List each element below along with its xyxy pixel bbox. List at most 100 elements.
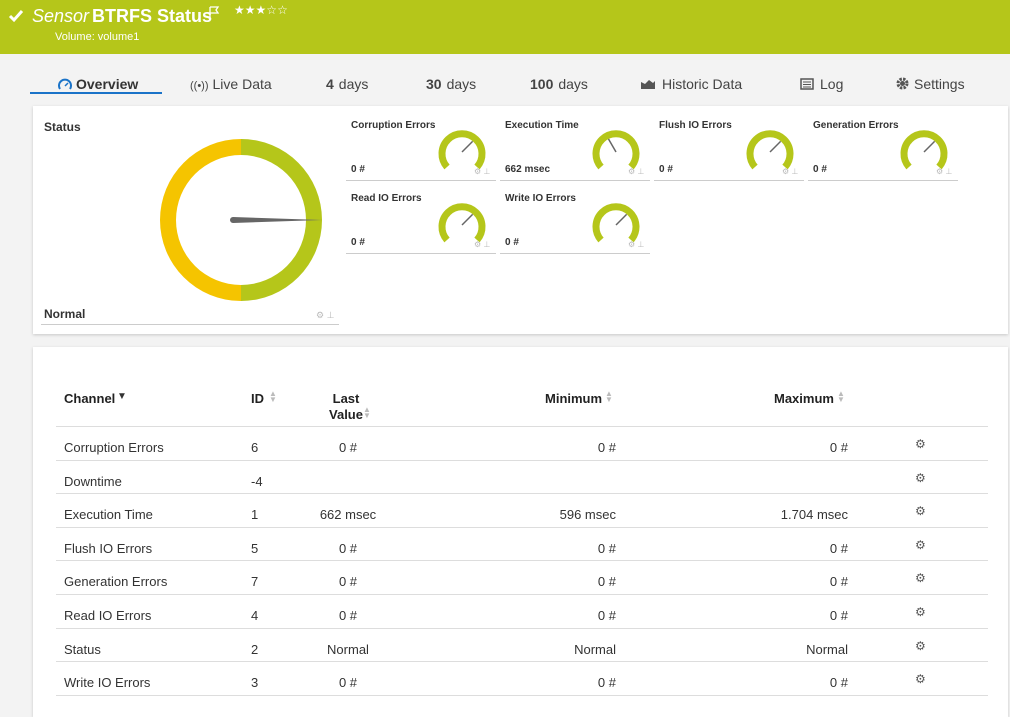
table-cell: Normal: [806, 641, 848, 657]
priority-star: ★: [244, 3, 256, 17]
tab[interactable]: Settings: [896, 76, 965, 92]
flag-icon[interactable]: [208, 6, 220, 18]
tab[interactable]: Log: [800, 76, 843, 92]
tab-number: 30: [426, 76, 442, 92]
channel-settings-icon[interactable]: ⚙: [915, 638, 926, 653]
gauge-tools: ⚙ ⊥: [628, 240, 645, 249]
active-tab-underline: [30, 92, 162, 94]
tab-label: days: [338, 76, 369, 92]
gauge-card: Read IO Errors 0 # ⚙ ⊥: [346, 191, 496, 254]
tab[interactable]: ((•)) Live Data: [190, 76, 272, 92]
gauge-tools: ⚙ ⊥: [782, 167, 799, 176]
channel-settings-icon[interactable]: ⚙: [915, 571, 926, 586]
gauge-dial: [592, 128, 640, 176]
tab-number: 100: [530, 76, 554, 92]
channel-settings-icon[interactable]: ⚙: [915, 672, 926, 687]
table-cell: 3: [251, 675, 259, 691]
priority-star: ★: [234, 3, 245, 17]
tab-label: Overview: [76, 76, 139, 92]
table-cell: -4: [251, 473, 263, 489]
row-separator: [56, 426, 988, 427]
row-separator: [56, 459, 988, 461]
gauge-name: Corruption Errors: [351, 120, 436, 131]
tab[interactable]: Historic Data: [640, 76, 742, 92]
table-cell: Normal: [574, 641, 616, 657]
table-cell: 0 #: [338, 440, 358, 455]
gauge-value: 0 #: [813, 164, 827, 175]
table-cell: 1: [251, 507, 259, 523]
column-header: Last Value: [329, 391, 363, 422]
table-cell: 662 msec: [319, 507, 377, 523]
column-header: Maximum: [774, 391, 834, 406]
gauge-dial: [438, 128, 486, 176]
table-cell: 0 #: [597, 440, 616, 455]
row-separator: [56, 594, 988, 595]
gauge-card: Flush IO Errors 0 # ⚙ ⊥: [654, 118, 804, 181]
tab-label: Log: [820, 76, 844, 92]
tab-number: 4: [326, 76, 334, 92]
sort-icon: ▼: [117, 391, 127, 402]
gauge-value: 662 msec: [505, 164, 551, 175]
tab[interactable]: 100 days: [530, 76, 588, 92]
table-cell: 0 #: [597, 675, 616, 691]
tab-label: Settings: [914, 76, 965, 92]
channel-settings-icon[interactable]: ⚙: [915, 437, 926, 451]
tab-label: Historic Data: [662, 76, 743, 92]
gauge-name: Execution Time: [505, 120, 579, 131]
table-cell: 6: [251, 440, 259, 455]
gauge-dial: [592, 201, 640, 249]
row-separator: [56, 694, 988, 696]
gauge-name: Flush IO Errors: [659, 120, 732, 131]
table-cell: 2: [251, 641, 259, 657]
gauge-value: 0 #: [505, 237, 519, 248]
row-separator: [56, 493, 988, 495]
row-separator: [56, 560, 988, 562]
sort-icon: ▲ ▼: [269, 389, 277, 404]
table-cell: 7: [251, 574, 259, 590]
gauge-tools: ⚙ ⊥: [474, 240, 491, 249]
gauge-card: Generation Errors 0 # ⚙ ⊥: [808, 118, 958, 181]
tab[interactable]: 30 days: [426, 76, 476, 92]
priority-star: ★: [255, 3, 267, 17]
table-cell: 1.704 msec: [780, 507, 848, 523]
sensor-label: Sensor: [32, 6, 90, 26]
table-cell: 0 #: [597, 540, 616, 556]
tab-label: days: [558, 76, 588, 92]
priority-stars[interactable]: ★★★☆☆: [234, 3, 288, 17]
table-cell: 0 #: [338, 675, 358, 691]
table-cell: Generation Errors: [64, 574, 168, 590]
gauge-dial: [746, 128, 794, 176]
channel-settings-icon[interactable]: ⚙: [915, 605, 926, 619]
gauge-dial: [438, 201, 486, 249]
channel-settings-icon[interactable]: ⚙: [915, 470, 926, 485]
overview-panel: Status Normal ⚙ ⊥ Corruption Errors 0 # ⚙ …: [33, 106, 1008, 334]
row-separator: [56, 526, 988, 528]
tab[interactable]: 4 days: [326, 76, 368, 92]
sensor-subtitle: Volume: volume1: [55, 31, 140, 43]
table-cell: Flush IO Errors: [64, 540, 153, 556]
table-cell: Normal: [327, 641, 369, 657]
gauge-card: Corruption Errors 0 # ⚙ ⊥: [346, 118, 496, 181]
table-cell: 0 #: [338, 540, 358, 556]
table-cell: Write IO Errors: [64, 675, 151, 691]
gauge-tools: ⚙ ⊥: [474, 167, 491, 176]
sort-icon: ▲ ▼: [605, 389, 613, 404]
row-separator: [56, 627, 988, 629]
tab[interactable]: Overview: [58, 76, 138, 92]
status-value: Normal: [44, 307, 86, 321]
table-cell: 0 #: [829, 440, 848, 455]
table-cell: 0 #: [597, 574, 616, 590]
status-gauge: [160, 139, 322, 301]
channel-table-panel: Channel ▼ ID Last Value Minimum Maximum ▲ ▼ ▲ ▼ ▲ ▼…: [33, 347, 1008, 717]
channel-settings-icon[interactable]: ⚙: [915, 537, 926, 552]
table-cell: 5: [251, 540, 259, 556]
gauge-name: Write IO Errors: [505, 193, 576, 204]
tab-label: days: [446, 76, 477, 92]
channel-settings-icon[interactable]: ⚙: [915, 504, 926, 519]
table-cell: 0 #: [597, 608, 616, 623]
sort-icon: ▲ ▼: [363, 405, 371, 420]
gauge-value: 0 #: [351, 164, 365, 175]
gauge-value: 0 #: [659, 164, 673, 175]
gauge-tools[interactable]: ⚙ ⊥: [316, 310, 335, 320]
